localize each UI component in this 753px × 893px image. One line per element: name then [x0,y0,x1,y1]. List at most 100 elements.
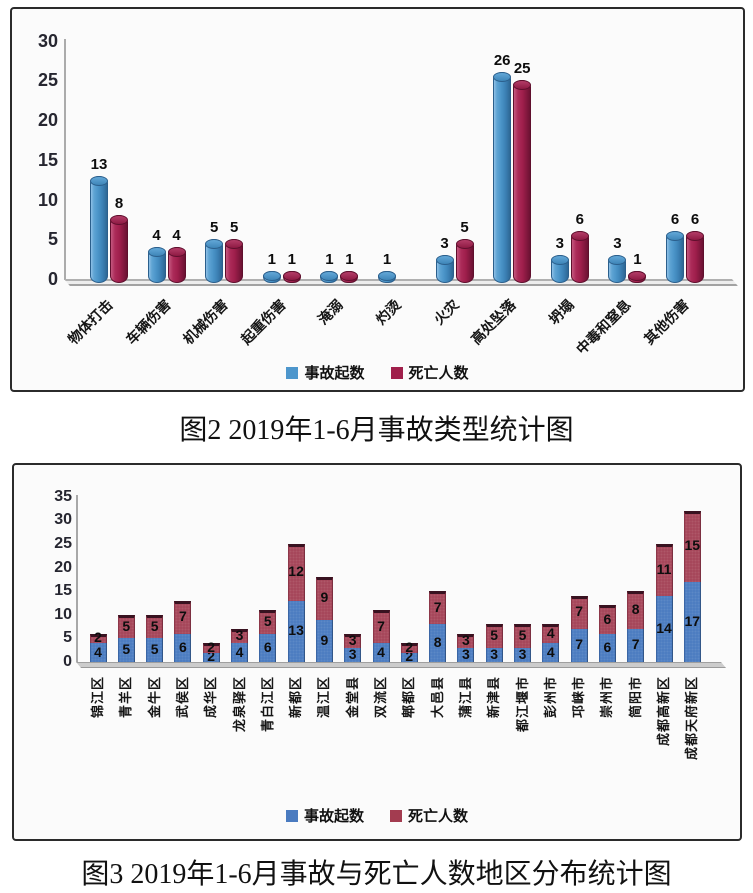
bar-segment-deaths [627,591,645,629]
y-axis-tick-label: 5 [63,629,72,647]
y-axis-tick-label: 10 [37,189,58,210]
x-category-label: 崇州市 [599,676,615,719]
value-label: 4 [94,643,102,660]
x-category-label: 新都区 [288,676,304,719]
value-label: 6 [263,638,272,655]
value-label: 7 [575,603,583,620]
bar-top-cap [686,231,704,242]
value-label: 7 [631,636,640,653]
value-label: 6 [575,211,584,229]
bar-segment-accidents [344,647,362,662]
bar-segment-accidents [627,628,645,662]
bar-segment-accidents [89,643,107,662]
bar-segment-accidents [514,647,531,662]
bar-segment-deaths [598,605,616,634]
y-axis-tick-label: 0 [47,269,58,289]
bar [167,247,186,283]
x-category-label: 简阳市 [627,676,643,719]
figure3-caption: 图3 2019年1-6月事故与死亡人数地区分布统计图 [81,859,672,890]
legend-label-accidents: 事故起数 [304,365,365,382]
bar [493,72,512,283]
y-axis-tick-label: 25 [37,70,58,91]
figure2-legend: 事故起数 死亡人数 [12,362,743,383]
bar-top-cap [167,247,186,258]
bar [550,255,569,283]
figure2-caption: 图2 2019年1-6月事故类型统计图 [179,415,574,446]
value-label: 4 [546,624,555,641]
bar-segment-deaths [372,610,390,644]
value-label: 5 [150,641,159,658]
bar-segment-deaths [315,577,333,620]
bar [110,215,128,283]
bar-segment-deaths [287,544,305,601]
figure3-legend: 事故起数 死亡人数 [14,805,740,826]
bar-segment-accidents [683,581,701,662]
bar-segment-accidents [598,633,616,662]
value-label: 5 [490,627,499,644]
value-label: 14 [656,619,672,636]
bar-top-cap [455,239,474,250]
y-axis-tick-label: 15 [37,149,58,170]
bar-segment-accidents [202,652,220,662]
bar [378,271,396,283]
value-label: 7 [575,636,583,653]
bar-segment-deaths [570,595,588,629]
bar-top-cap [608,255,627,266]
figure3-y-axis-line [76,495,78,662]
bar-top-cap [147,247,166,258]
figure3-plot-area: 0 5 10 15 20 25 30 35 4 2 锦江区 5 5 青羊区 5 5 金牛区 6 7 武侯区 2 2 成华区 4… [14,465,740,839]
legend-label-deaths: 死亡人数 [408,365,469,382]
value-label: 1 [287,251,296,269]
legend-label-accidents: 事故起数 [303,808,364,825]
x-category-label: 大邑县 [429,676,445,719]
bar-segment-accidents [146,638,164,662]
value-label: 7 [178,608,187,625]
bar-top-cap [282,271,301,282]
bar-top-cap [205,239,224,250]
y-axis-tick-label: 20 [37,110,58,130]
y-axis-tick-label: 35 [54,487,72,505]
value-label: 6 [178,638,187,655]
y-axis-tick-label: 0 [63,653,72,670]
value-label: 6 [690,211,700,229]
value-label: 26 [493,52,511,70]
figure2-y-axis-line [64,39,66,280]
x-category-label: 彭州市 [542,676,558,719]
value-label: 17 [684,612,701,629]
value-label: 5 [230,219,239,237]
x-category-label: 青羊区 [118,676,134,719]
x-category-label: 武侯区 [174,676,190,719]
value-label: 5 [263,612,272,629]
bar-segment-deaths [344,633,362,648]
value-label: 13 [288,622,304,639]
figure3-chart-frame: 0 5 10 15 20 25 30 35 4 2 锦江区 5 5 青羊区 5 5 金牛区 6 7 武侯区 2 2 成华区 4… [12,463,742,841]
value-label: 3 [613,235,622,253]
value-label: 9 [320,631,329,648]
bar [205,239,224,283]
value-label: 4 [377,643,385,660]
value-label: 5 [460,219,469,237]
y-axis-tick-label: 30 [54,511,72,529]
bar-top-cap [550,255,569,266]
value-label: 4 [546,643,555,660]
y-axis-tick-label: 20 [54,558,72,576]
value-label: 3 [518,645,527,662]
bar-segment-deaths [231,628,248,644]
bar-top-cap [628,271,647,282]
bar-top-cap [666,231,684,242]
x-category-label: 新津县 [486,676,502,719]
y-axis-tick-label: 25 [54,535,72,552]
y-axis-tick-label: 15 [54,582,72,600]
legend-swatch-red-icon [390,809,402,822]
bar-segment-accidents [655,595,673,662]
value-label: 5 [122,641,131,658]
bar-segment-deaths [683,510,701,582]
value-label: 1 [382,251,392,269]
bar-segment-deaths [174,600,192,634]
value-label: 5 [518,627,527,644]
value-label: 2 [405,638,414,655]
figure2-chart-frame: 0 5 10 15 20 25 30 13 8 物体打击 4 4 车辆伤害 5 5 机械伤害 1 1 起重伤害 1 1 淹… [10,7,745,392]
value-label: 3 [555,235,564,253]
bar-segment-accidents [315,619,333,662]
bar-segment-deaths [117,614,135,639]
